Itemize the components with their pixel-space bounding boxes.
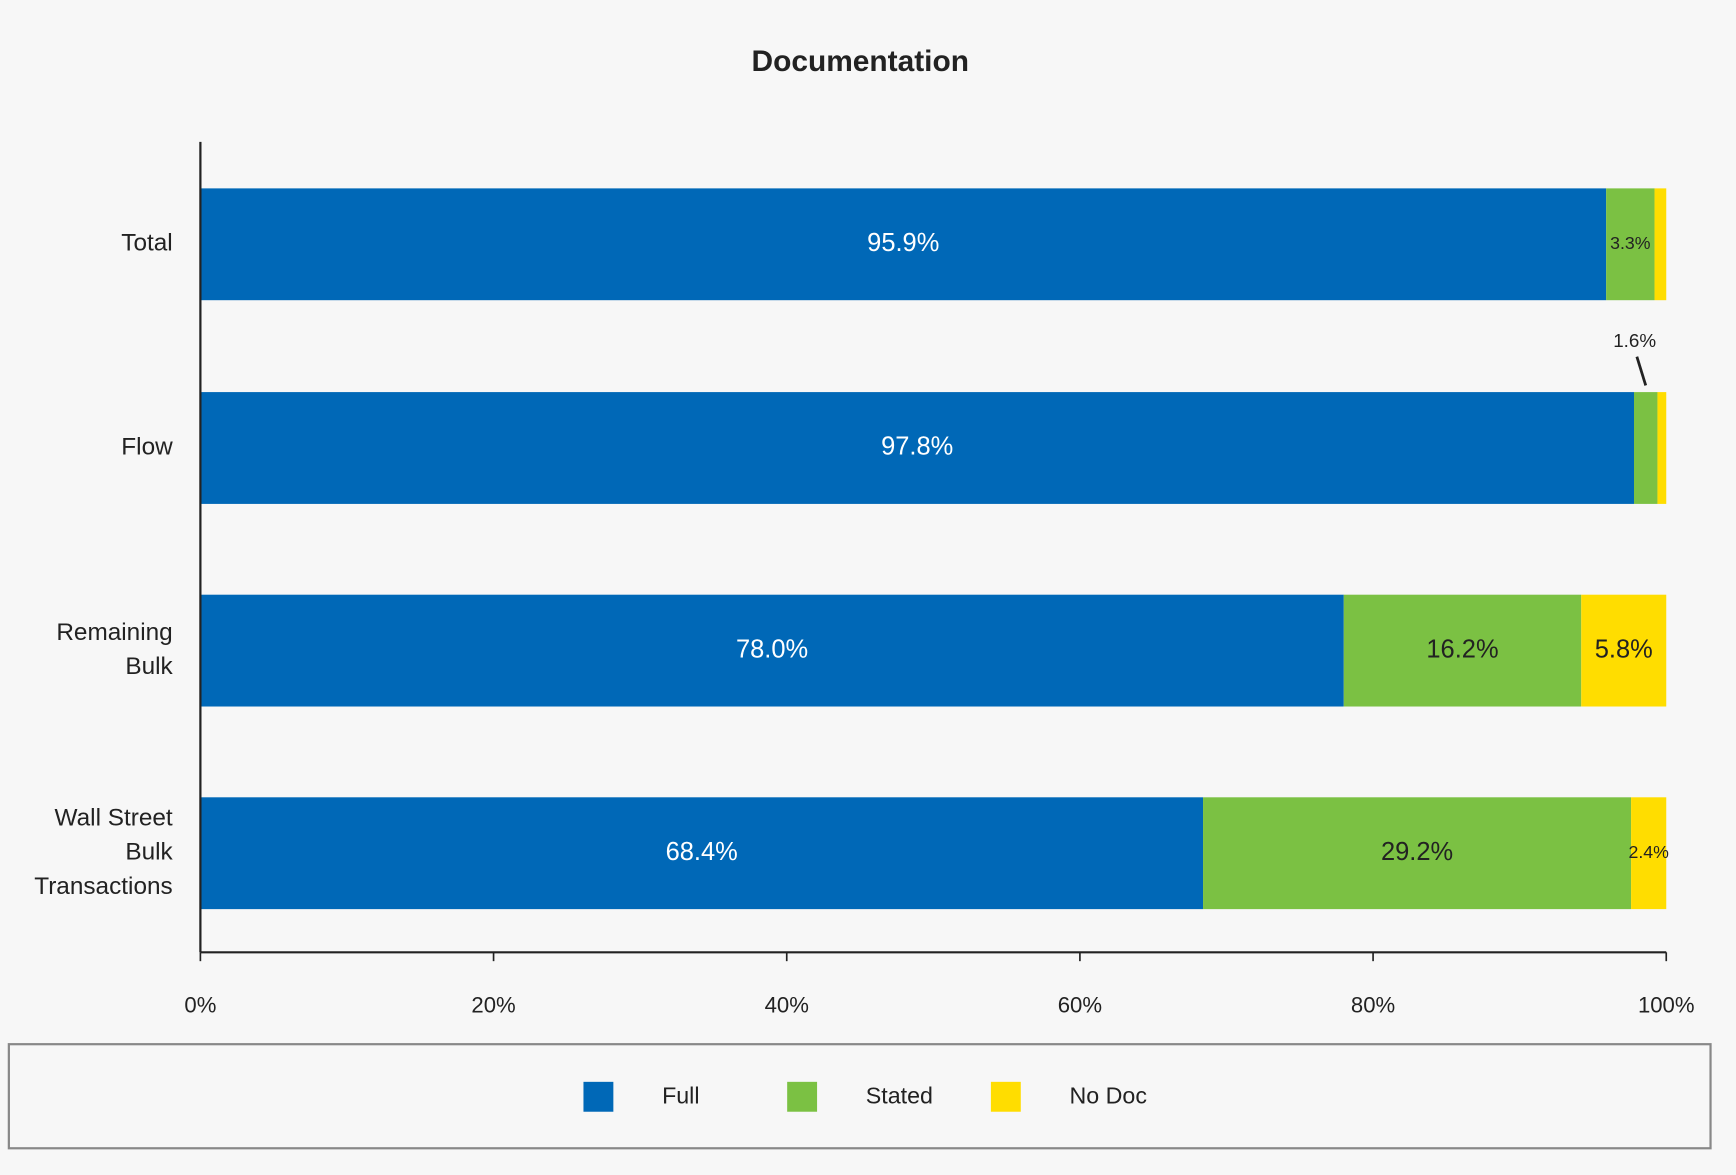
y-tick-label: Transactions	[34, 873, 172, 900]
y-tick-label: Bulk	[125, 839, 173, 866]
legend-label: No Doc	[1070, 1082, 1147, 1108]
bar-segment	[1634, 392, 1658, 504]
bar-segment	[1657, 392, 1667, 504]
data-label: 16.2%	[1426, 635, 1498, 663]
bar-segment	[200, 594, 1344, 707]
data-label: 68.4%	[666, 838, 738, 866]
legend-swatch	[787, 1081, 818, 1112]
data-label: 29.2%	[1381, 838, 1453, 866]
data-label: 5.8%	[1595, 635, 1653, 663]
bar-segment	[1606, 188, 1655, 301]
data-label: 2.4%	[1628, 842, 1669, 862]
x-tick-label: 60%	[1058, 992, 1102, 1017]
bar-segment	[1654, 188, 1667, 301]
legend-swatch	[583, 1081, 614, 1112]
data-label: 3.3%	[1610, 233, 1651, 253]
x-tick-label: 100%	[1638, 992, 1695, 1017]
data-label: 78.0%	[736, 635, 808, 663]
y-tick-label: Total	[121, 230, 172, 257]
bar-segment	[1343, 594, 1582, 707]
legend-swatch	[990, 1081, 1021, 1112]
bar-segment	[200, 188, 1607, 301]
y-tick-label: Bulk	[125, 653, 173, 680]
y-tick-label: Flow	[121, 433, 173, 460]
leader-line	[1635, 356, 1648, 386]
x-tick-label: 80%	[1351, 992, 1395, 1017]
bar-segment	[1631, 797, 1667, 910]
data-label: 95.9%	[867, 229, 939, 257]
data-label: 97.8%	[881, 433, 953, 461]
chart-title: Documentation	[752, 45, 969, 78]
bar-segment	[1203, 797, 1632, 910]
x-tick-label: 0%	[184, 992, 216, 1017]
y-tick-label: Remaining	[56, 619, 172, 646]
bar-segment	[200, 797, 1204, 910]
bar-segment	[200, 392, 1635, 504]
data-label: 1.6%	[1613, 330, 1656, 351]
bar-segment	[1581, 594, 1667, 707]
x-tick-label: 40%	[765, 992, 809, 1017]
legend-label: Stated	[866, 1082, 933, 1108]
legend-box	[7, 1043, 1712, 1150]
x-tick-label: 20%	[471, 992, 515, 1017]
y-tick-label: Wall Street	[55, 804, 173, 831]
legend-label: Full	[662, 1082, 699, 1108]
